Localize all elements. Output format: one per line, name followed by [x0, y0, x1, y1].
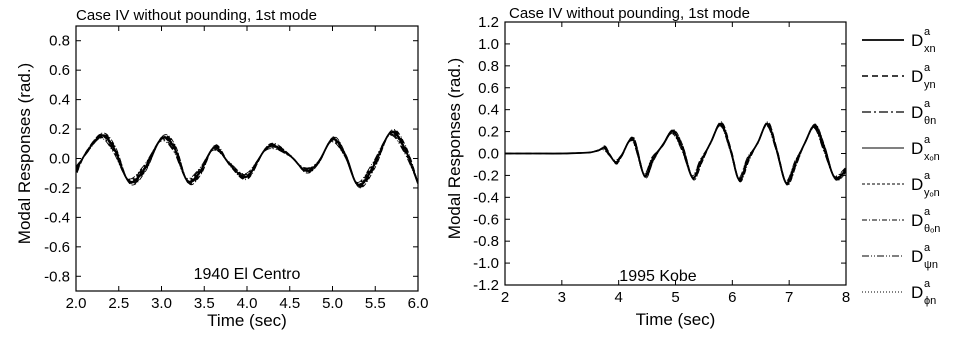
x-tick-label: 7 — [785, 289, 793, 306]
x-tick-label: 6.0 — [408, 295, 429, 312]
legend-subscript: θₒn — [924, 223, 940, 235]
y-tick-label: 0.4 — [478, 102, 499, 119]
y-tick-label: 0.4 — [49, 92, 70, 109]
x-tick-label: 2 — [501, 289, 509, 306]
y-tick-label: 0.0 — [49, 151, 70, 168]
chart-kobe: 2 3 4 5 6 7 8 1.2 1.0 0.8 0.6 0.4 0.2 0.0 -0.2 -0.4 -0.6… — [445, 5, 850, 329]
legend-symbol: D — [911, 103, 923, 122]
event-annotation: 1940 El Centro — [194, 266, 301, 283]
x-axis-label: Time (sec) — [636, 310, 716, 329]
plot-frame — [75, 25, 419, 292]
legend-superscript: a — [924, 170, 931, 182]
legend-subscript: ϕn — [924, 295, 936, 307]
event-annotation: 1995 Kobe — [619, 268, 697, 285]
series-group — [505, 121, 846, 186]
legend-symbol: D — [911, 175, 923, 194]
x-tick-label: 4 — [614, 289, 622, 306]
chart-el-centro: 2.0 2.5 3.0 3.5 4.0 4.5 5.0 5.5 6.0 0.8 0.6 0.4 0.2 0… — [15, 7, 428, 330]
x-tick-label: 2.5 — [108, 295, 129, 312]
y-tick-label: 0.6 — [478, 80, 499, 97]
legend-superscript: a — [924, 278, 931, 290]
x-tick-label: 2.0 — [66, 295, 87, 312]
plot-frame — [504, 21, 847, 286]
x-tick-label: 4.0 — [237, 295, 258, 312]
series-line-ϕn — [505, 122, 846, 185]
legend-symbol: D — [911, 211, 923, 230]
y-tick-label: 1.2 — [478, 14, 499, 31]
y-tick-label: -1.0 — [473, 255, 499, 272]
series-group — [76, 128, 418, 189]
legend-superscript: a — [924, 242, 931, 254]
legend-subscript: θn — [924, 115, 936, 127]
y-tick-label: -0.4 — [44, 209, 70, 226]
series-line-θₒn — [76, 128, 418, 189]
legend-superscript: a — [924, 134, 931, 146]
series-line-xₒn — [76, 130, 418, 187]
chart-title: Case IV without pounding, 1st mode — [76, 7, 317, 24]
x-tick-label: 3 — [558, 289, 566, 306]
x-tick-label: 5.0 — [322, 295, 343, 312]
legend-symbol: D — [911, 67, 923, 86]
x-tick-label: 8 — [842, 289, 850, 306]
y-tick-label: -0.2 — [44, 180, 70, 197]
y-tick-label: -0.8 — [473, 233, 499, 250]
legend-superscript: a — [924, 62, 931, 74]
y-tick-label: 0.8 — [478, 58, 499, 75]
legend-symbol: D — [911, 139, 923, 158]
legend-subscript: xn — [924, 43, 936, 55]
legend-subscript: xₒn — [924, 151, 940, 163]
x-tick-label: 5.5 — [365, 295, 386, 312]
series-line-yₒn — [76, 132, 418, 185]
legend-superscript: a — [924, 98, 931, 110]
legend-symbol: D — [911, 283, 923, 302]
legend-subscript: ψn — [924, 259, 938, 271]
legend-subscript: yn — [924, 79, 936, 91]
y-tick-label: -0.2 — [473, 167, 499, 184]
x-tick-label: 3.0 — [151, 295, 172, 312]
legend-subscript: yₒn — [924, 187, 940, 199]
legend-superscript: a — [924, 26, 931, 38]
y-tick-label: 0.0 — [478, 146, 499, 163]
x-tick-label: 6 — [728, 289, 736, 306]
series-line-ψn — [76, 134, 418, 183]
chart-title: Case IV without pounding, 1st mode — [509, 5, 750, 22]
y-tick-label: 0.2 — [49, 121, 70, 138]
y-tick-label: 1.0 — [478, 36, 499, 53]
x-axis-label: Time (sec) — [207, 311, 287, 330]
y-tick-label: -0.8 — [44, 268, 70, 285]
x-tick-label: 5 — [671, 289, 679, 306]
y-axis-label: Modal Responses (rad.) — [445, 58, 464, 239]
legend-symbol: D — [911, 247, 923, 266]
y-tick-label: 0.8 — [49, 33, 70, 50]
y-tick-label: 0.2 — [478, 124, 499, 141]
series-line-θₒn — [505, 121, 846, 186]
y-tick-label: -0.6 — [44, 239, 70, 256]
y-tick-label: -0.6 — [473, 211, 499, 228]
y-axis-label: Modal Responses (rad.) — [15, 63, 34, 244]
legend-superscript: a — [924, 206, 931, 218]
series-line-ψn — [505, 125, 846, 182]
y-tick-label: -1.2 — [473, 277, 499, 294]
y-tick-label: 0.6 — [49, 62, 70, 79]
legend-symbol: D — [911, 31, 923, 50]
y-tick-label: -0.4 — [473, 189, 499, 206]
x-tick-label: 4.5 — [279, 295, 300, 312]
x-tick-label: 3.5 — [194, 295, 215, 312]
